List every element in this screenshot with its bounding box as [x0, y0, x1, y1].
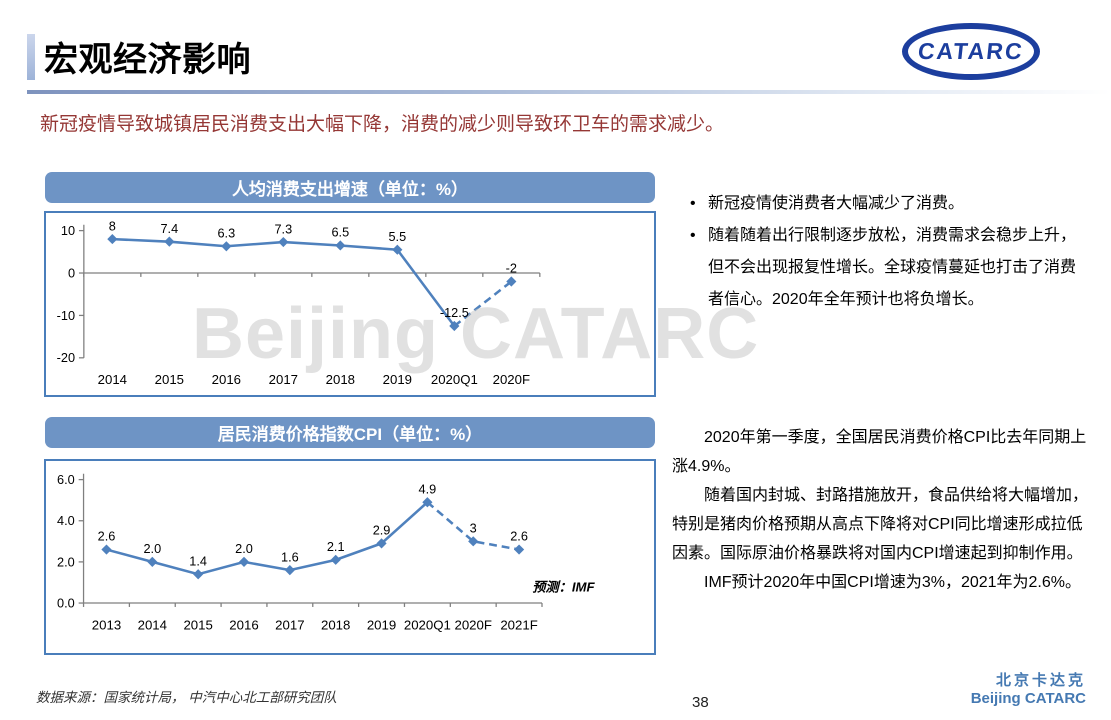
footer-logo-en: Beijing CATARC: [970, 690, 1086, 707]
svg-text:7.3: 7.3: [274, 221, 292, 236]
svg-text:2014: 2014: [98, 372, 127, 387]
svg-text:5.5: 5.5: [388, 229, 406, 244]
svg-text:4.9: 4.9: [419, 481, 437, 496]
svg-text:3: 3: [470, 521, 477, 536]
chart-axes: 10 0 -10 -20 2014 2015 2016 2017 2018 2019 2020Q1 2…: [57, 223, 541, 387]
chart-axes: 6.0 4.0 2.0 0.0 2013 2014 2015 2016 2017 2018 2019…: [57, 472, 543, 632]
svg-text:2015: 2015: [183, 617, 212, 632]
svg-text:2.9: 2.9: [373, 523, 391, 538]
paragraph: IMF预计2020年中国CPI增速为3%，2021年为2.6%。: [704, 574, 1082, 591]
data-source-note: 数据来源：国家统计局， 中汽中心北工部研究团队: [36, 690, 337, 705]
svg-text:6.3: 6.3: [217, 225, 235, 240]
forecast-annotation: 预测：IMF: [532, 579, 595, 594]
svg-text:2014: 2014: [138, 617, 167, 632]
footer-logo: 北京卡达克 Beijing CATARC: [971, 669, 1086, 707]
chart1-title-banner: 人均消费支出增速（单位：%）: [45, 172, 655, 203]
svg-text:2020F: 2020F: [454, 617, 491, 632]
svg-text:2021F: 2021F: [500, 617, 537, 632]
svg-text:2019: 2019: [383, 372, 412, 387]
series-markers: [101, 497, 525, 580]
svg-text:2015: 2015: [155, 372, 184, 387]
svg-text:1.4: 1.4: [189, 553, 207, 568]
right-panel-paragraphs: 2020年第一季度，全国居民消费价格CPI比去年同期上涨4.9%。 随着国内封城…: [672, 423, 1088, 597]
svg-text:2.0: 2.0: [235, 541, 253, 556]
svg-text:2017: 2017: [275, 617, 304, 632]
paragraph: 随着国内封城、封路措施放开，食品供给将大幅增加，特别是猪肉价格预期从高点下降将对…: [672, 487, 1089, 562]
svg-text:2.0: 2.0: [57, 554, 75, 569]
svg-text:0: 0: [68, 265, 75, 280]
svg-text:-20: -20: [57, 350, 75, 365]
svg-text:10: 10: [61, 223, 75, 238]
svg-text:2013: 2013: [92, 617, 121, 632]
footer-logo-cn: 北京卡达克: [995, 672, 1086, 689]
svg-text:2018: 2018: [326, 372, 355, 387]
svg-text:4.0: 4.0: [57, 513, 75, 528]
svg-text:1.6: 1.6: [281, 549, 299, 564]
chart-svg: 10 0 -10 -20 2014 2015 2016 2017 2018 2019 2020Q1 2…: [57, 218, 541, 387]
chart-svg: 6.0 4.0 2.0 0.0 2013 2014 2015 2016 2017 2018 2019…: [57, 472, 595, 632]
slide-subtitle: 新冠疫情导致城镇居民消费支出大幅下降，消费的减少则导致环卫车的需求减少。: [40, 114, 725, 135]
svg-text:2.6: 2.6: [98, 529, 116, 544]
svg-text:2020Q1: 2020Q1: [404, 617, 451, 632]
svg-text:-2: -2: [506, 261, 517, 276]
paragraph: 2020年第一季度，全国居民消费价格CPI比去年同期上涨4.9%。: [672, 429, 1087, 475]
chart2-title: 居民消费价格指数CPI（单位：%）: [217, 425, 483, 444]
svg-text:2020Q1: 2020Q1: [431, 372, 478, 387]
right-panel-bullets: 新冠疫情使消费者大幅减少了消费。 随着随着出行限制逐步放松，消费需求会稳步上升，…: [686, 188, 1090, 316]
chart1-consumption-growth: 10 0 -10 -20 2014 2015 2016 2017 2018 2019 2020Q1 2…: [44, 211, 656, 397]
svg-text:6.5: 6.5: [331, 225, 349, 240]
svg-text:2019: 2019: [367, 617, 396, 632]
svg-text:2.6: 2.6: [510, 529, 528, 544]
svg-text:6.0: 6.0: [57, 472, 75, 487]
svg-text:2020F: 2020F: [493, 372, 530, 387]
svg-text:0.0: 0.0: [57, 595, 75, 610]
catarc-logo: CATARC: [902, 23, 1040, 80]
svg-text:-12.5: -12.5: [440, 305, 469, 320]
svg-text:-10: -10: [57, 308, 75, 323]
bullet-item: 随着随着出行限制逐步放松，消费需求会稳步上升，但不会出现报复性增长。全球疫情蔓延…: [686, 220, 1090, 316]
title-underline: [27, 90, 1111, 94]
svg-text:2016: 2016: [212, 372, 241, 387]
data-labels: 8 7.4 6.3 7.3 6.5 5.5 -12.5 -2: [109, 218, 517, 320]
svg-text:2.1: 2.1: [327, 539, 345, 554]
page-number: 38: [692, 694, 709, 711]
svg-text:7.4: 7.4: [161, 221, 179, 236]
svg-text:2.0: 2.0: [143, 541, 161, 556]
chart2-title-banner: 居民消费价格指数CPI（单位：%）: [45, 417, 655, 448]
svg-text:8: 8: [109, 218, 116, 233]
bullet-item: 新冠疫情使消费者大幅减少了消费。: [686, 188, 1090, 220]
chart1-title: 人均消费支出增速（单位：%）: [231, 180, 469, 199]
catarc-logo-text: CATARC: [916, 38, 1026, 64]
page-title: 宏观经济影响: [44, 41, 251, 79]
svg-text:2016: 2016: [229, 617, 258, 632]
data-labels: 2.6 2.0 1.4 2.0 1.6 2.1 2.9 4.9 3 2.6: [98, 481, 528, 568]
svg-text:2017: 2017: [269, 372, 298, 387]
title-accent-bar: [27, 34, 35, 80]
svg-text:2018: 2018: [321, 617, 350, 632]
series-line-solid: [106, 501, 429, 576]
series-line-solid: [112, 237, 456, 327]
series-line-dashed: [426, 501, 520, 551]
chart2-cpi: 6.0 4.0 2.0 0.0 2013 2014 2015 2016 2017 2018 2019…: [44, 459, 656, 655]
